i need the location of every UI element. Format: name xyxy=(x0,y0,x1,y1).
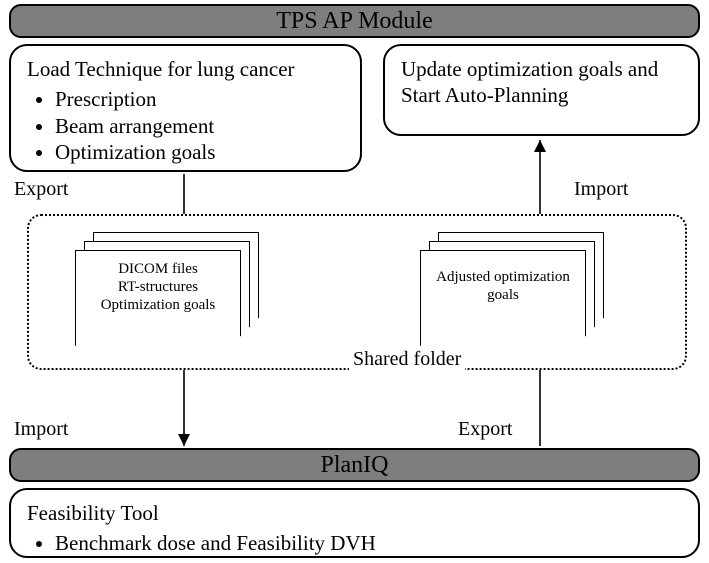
planiq-header-title: PlanIQ xyxy=(321,452,389,479)
feasibility-box: Feasibility Tool Benchmark dose and Feas… xyxy=(9,488,700,558)
list-item: Benchmark dose and Feasibility DVH xyxy=(55,530,682,556)
feasibility-list: Benchmark dose and Feasibility DVH xyxy=(27,530,682,556)
feasibility-title: Feasibility Tool xyxy=(27,500,682,526)
planiq-header-bar: PlanIQ xyxy=(9,448,700,482)
diagram-canvas: TPS AP Module Load Technique for lung ca… xyxy=(0,0,709,563)
